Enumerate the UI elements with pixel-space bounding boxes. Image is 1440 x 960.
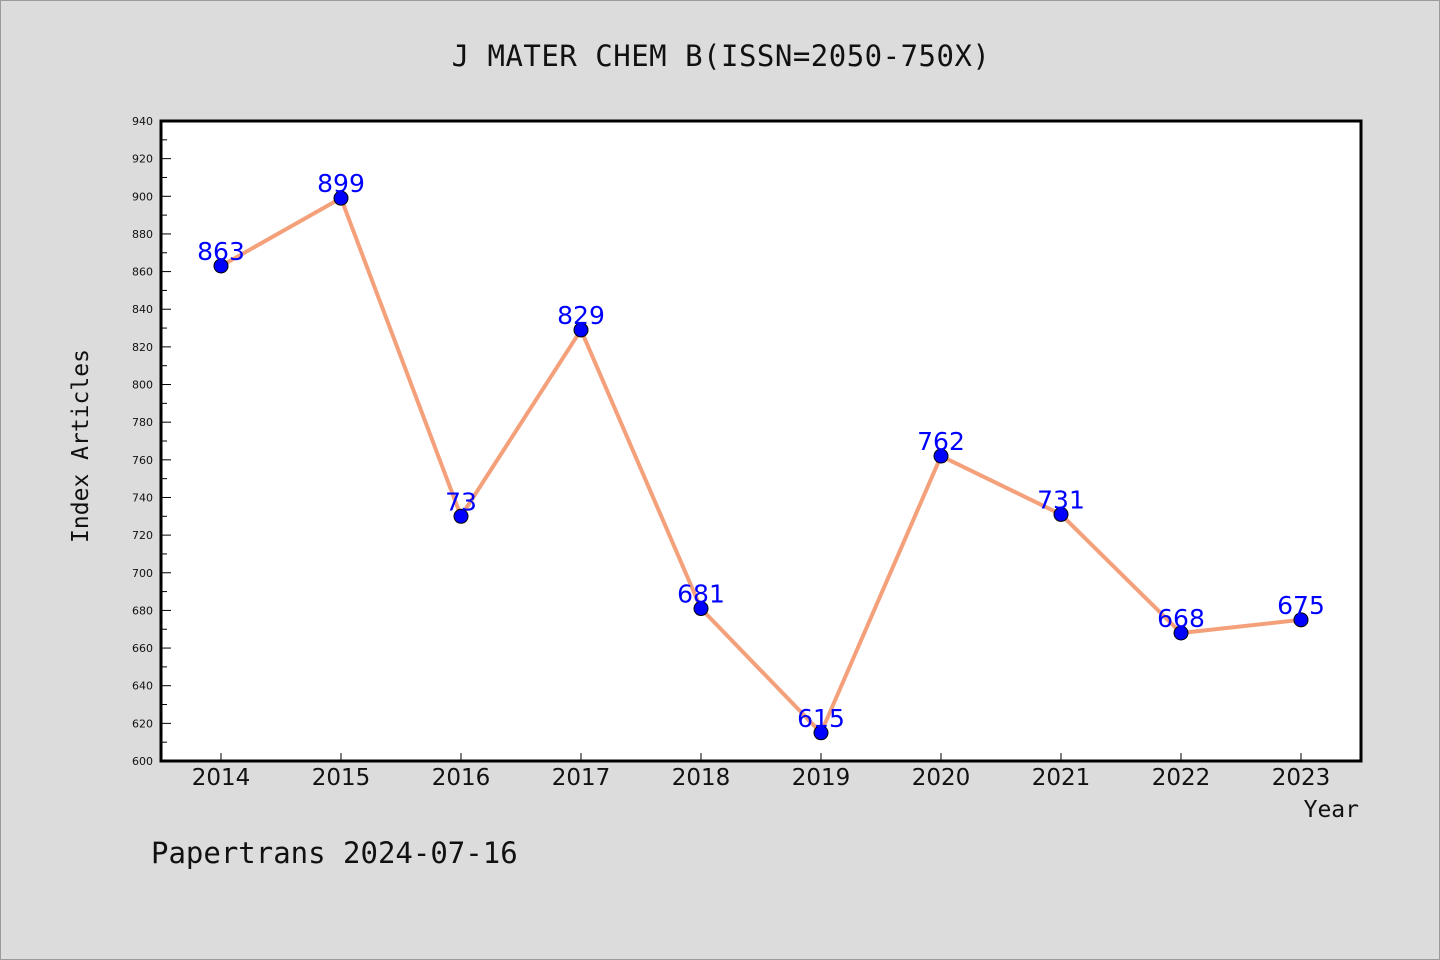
y-tick-label: 660 [132, 642, 153, 655]
x-tick-label: 2021 [1032, 765, 1091, 791]
x-tick-label: 2015 [312, 765, 371, 791]
x-tick-label: 2020 [912, 765, 971, 791]
plot-area [159, 119, 1363, 763]
data-point [1293, 612, 1309, 628]
y-tick-label: 920 [132, 153, 153, 166]
y-tick-label: 700 [132, 567, 153, 580]
y-tick-label: 800 [132, 379, 153, 392]
y-tick-label: 620 [132, 717, 153, 730]
x-tick-label: 2023 [1272, 765, 1331, 791]
y-tick-label: 740 [132, 491, 153, 504]
data-label: 615 [797, 704, 845, 733]
data-point [213, 258, 229, 274]
y-tick-label: 860 [132, 266, 153, 279]
data-label: 731 [1037, 485, 1085, 514]
y-tick-label: 820 [132, 341, 153, 354]
data-point [933, 448, 949, 464]
y-tick-label: 780 [132, 416, 153, 429]
data-point [453, 508, 469, 524]
y-tick-label: 940 [132, 115, 153, 128]
data-label: 675 [1277, 591, 1325, 620]
y-tick-label: 600 [132, 755, 153, 768]
y-tick-label: 840 [132, 303, 153, 316]
data-point [573, 322, 589, 338]
x-tick-label: 2019 [792, 765, 851, 791]
data-label: 73 [445, 487, 477, 516]
x-axis-label: Year [1303, 797, 1359, 823]
data-point [693, 601, 709, 617]
data-point [1173, 625, 1189, 641]
data-point [333, 190, 349, 206]
y-tick-label: 900 [132, 190, 153, 203]
chart-title: J MATER CHEM B(ISSN=2050-750X) [451, 39, 991, 73]
y-tick-label: 880 [132, 228, 153, 241]
y-tick-label: 680 [132, 604, 153, 617]
y-tick-label: 640 [132, 680, 153, 693]
x-tick-label: 2016 [432, 765, 491, 791]
data-point [1053, 506, 1069, 522]
x-tick-label: 2022 [1152, 765, 1211, 791]
data-label: 668 [1157, 604, 1205, 633]
watermark-text: Papertrans 2024-07-16 [151, 836, 518, 870]
x-tick-label: 2014 [192, 765, 251, 791]
data-label: 899 [317, 169, 365, 198]
x-tick-label: 2017 [552, 765, 611, 791]
y-tick-label: 720 [132, 529, 153, 542]
series-line [220, 196, 1302, 735]
data-point [813, 725, 829, 741]
data-label: 863 [197, 237, 245, 266]
y-tick-label: 760 [132, 454, 153, 467]
data-label: 762 [917, 427, 965, 456]
data-label: 829 [557, 301, 605, 330]
x-tick-label: 2018 [672, 765, 731, 791]
data-label: 681 [677, 580, 725, 609]
